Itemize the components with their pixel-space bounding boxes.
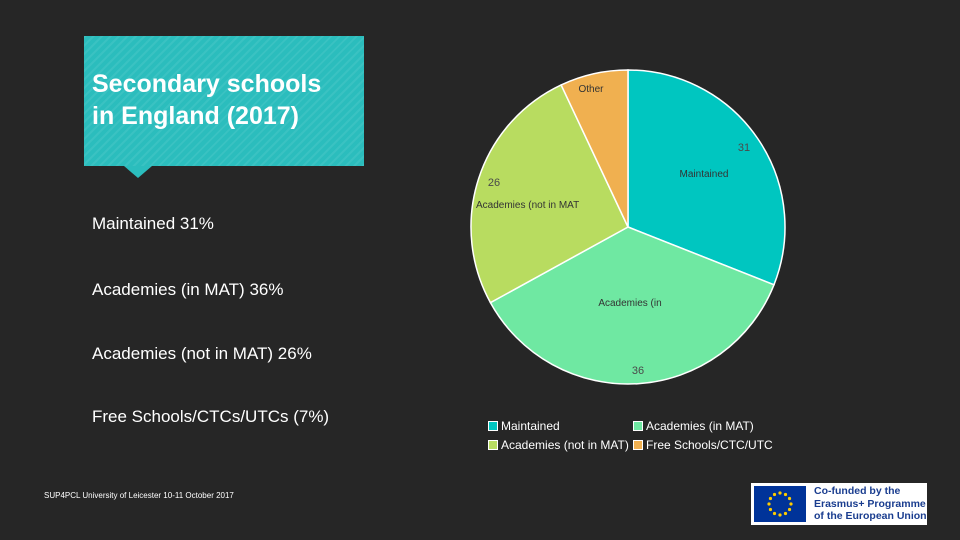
slice-label-academies-not-in-mat: Academies (not in MAT xyxy=(476,200,579,211)
eu-flag-star xyxy=(778,513,782,517)
slice-label-maintained: Maintained xyxy=(680,169,729,180)
legend-item-academies-not-in-mat: Academies (not in MAT) xyxy=(488,438,629,452)
eu-flag-star xyxy=(768,507,773,512)
eu-flag-star xyxy=(767,502,771,506)
pie-slice-maintained xyxy=(627,69,786,286)
eu-flag-star xyxy=(783,511,788,516)
bullet-maintained: Maintained 31% xyxy=(92,214,214,233)
slide-title-line-1: Secondary schools xyxy=(92,70,322,98)
eu-flag-star xyxy=(772,511,777,516)
legend-label-maintained: Maintained xyxy=(501,419,560,433)
chart-legend: Maintained Academies (in MAT) Academies … xyxy=(488,419,808,459)
slide-title: Secondary schools in England (2017) xyxy=(92,68,360,132)
legend-label-academies-in-mat: Academies (in MAT) xyxy=(646,419,754,433)
legend-label-academies-not-in-mat: Academies (not in MAT) xyxy=(501,438,629,452)
eu-flag-star xyxy=(768,496,773,501)
bullet-academies-not-in-mat: Academies (not in MAT) 26% xyxy=(92,344,312,363)
legend-item-maintained: Maintained xyxy=(488,419,560,433)
legend-label-free-schools: Free Schools/CTC/UTC xyxy=(646,438,773,452)
eu-flag-star xyxy=(787,507,792,512)
erasmus-logo-text: Co-funded by the Erasmus+ Programme of t… xyxy=(814,485,927,523)
legend-swatch-maintained xyxy=(488,421,498,431)
eu-flag-star xyxy=(787,496,792,501)
eu-flag-star xyxy=(783,492,788,497)
footer-text: SUP4PCL University of Leicester 10-11 Oc… xyxy=(44,491,234,500)
title-card: Secondary schools in England (2017) xyxy=(84,36,364,166)
erasmus-logo: Co-funded by the Erasmus+ Programme of t… xyxy=(751,483,927,525)
legend-swatch-academies-in-mat xyxy=(633,421,643,431)
eu-flag-star xyxy=(772,492,777,497)
erasmus-logo-line-1: Co-funded by the xyxy=(814,485,901,498)
title-card-pointer xyxy=(124,166,152,178)
bullet-free-schools: Free Schools/CTCs/UTCs (7%) xyxy=(92,407,330,426)
legend-item-free-schools: Free Schools/CTC/UTC xyxy=(633,438,773,452)
legend-item-academies-in-mat: Academies (in MAT) xyxy=(633,419,754,433)
legend-swatch-academies-not-in-mat xyxy=(488,440,498,450)
bullet-academies-in-mat: Academies (in MAT) 36% xyxy=(92,280,284,299)
value-label-maintained: 31 xyxy=(738,142,750,154)
value-label-academies-in-mat: 36 xyxy=(632,365,644,377)
slice-label-academies-in-mat: Academies (in xyxy=(598,298,661,309)
value-label-academies-not-in-mat: 26 xyxy=(488,177,500,189)
pie-slice-free-schools xyxy=(560,69,629,228)
eu-flag-star xyxy=(789,502,793,506)
legend-swatch-free-schools xyxy=(633,440,643,450)
eu-flag-star xyxy=(778,491,782,495)
slice-label-other: Other xyxy=(578,84,604,95)
eu-flag-icon xyxy=(754,486,806,522)
erasmus-logo-line-3: of the European Union xyxy=(814,510,927,523)
pie-slice-academies-not-in-mat xyxy=(470,83,629,304)
pie-slice-academies-in-mat xyxy=(489,226,775,385)
erasmus-logo-line-2: Erasmus+ Programme xyxy=(814,497,926,510)
slide-title-line-2: in England (2017) xyxy=(92,102,299,130)
